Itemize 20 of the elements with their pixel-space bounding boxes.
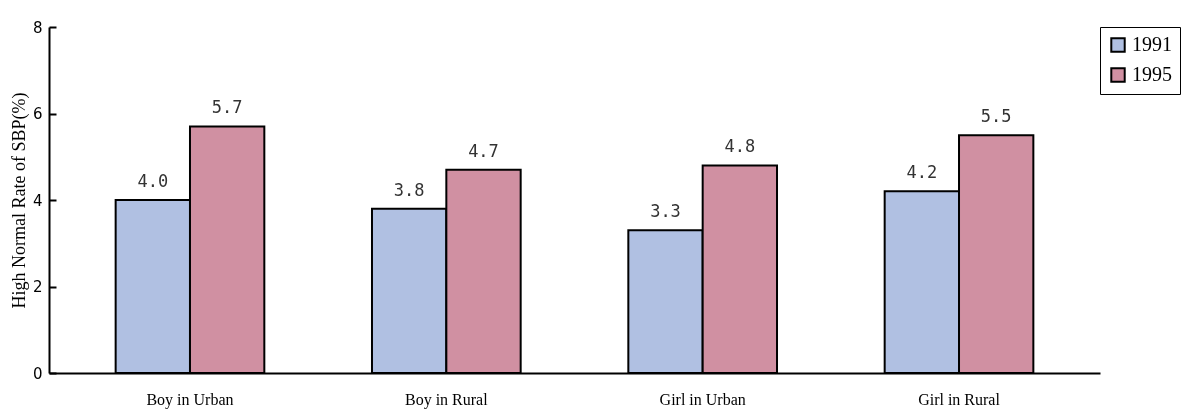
y-tick-label: 0: [32, 364, 43, 383]
data-label: 4.0: [137, 171, 169, 191]
data-label: 5.7: [211, 97, 243, 118]
x-tick-label: Girl in Rural: [918, 390, 1001, 408]
data-label: 5.5: [980, 106, 1012, 127]
data-label: 3.3: [650, 201, 681, 222]
y-tick-label: 6: [32, 105, 43, 123]
y-tick-label: 2: [32, 278, 43, 296]
data-label: 4.2: [906, 162, 938, 183]
legend-label: 1995: [1132, 63, 1172, 85]
x-tick-label: Boy in Urban: [146, 390, 234, 409]
data-label: 4.8: [724, 136, 756, 157]
x-tick-label: Boy in Rural: [404, 390, 489, 409]
y-axis-title: High Normal Rate of SBP(%): [8, 92, 30, 309]
legend-label: 1991: [1132, 33, 1172, 55]
x-tick-label: Girl in Urban: [659, 390, 746, 408]
y-tick-label: 4: [32, 191, 43, 210]
data-label: 4.7: [468, 140, 499, 161]
data-label: 3.8: [393, 179, 425, 200]
y-tick-label: 8: [32, 18, 43, 37]
